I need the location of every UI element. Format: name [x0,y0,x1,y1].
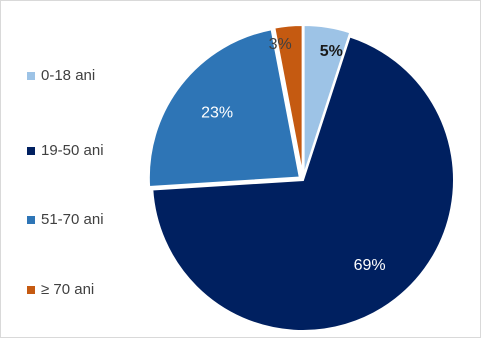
legend-label-70-plus: ≥ 70 ani [41,281,95,298]
legend-item-0-18: 0-18 ani [27,67,95,84]
data-label-19-50: 69% [354,257,386,274]
legend-item-51-70: 51-70 ani [27,211,104,228]
legend-swatch-19-50 [27,146,35,155]
legend-item-19-50: 19-50 ani [27,142,104,159]
pie-slice-51-70 [147,28,302,189]
data-label-0-18: 5% [320,43,343,60]
legend-swatch-51-70 [27,215,35,224]
pie-slice-19-50 [151,35,455,332]
legend-label-0-18: 0-18 ani [41,67,96,84]
pie-slice-70-plus [273,24,304,177]
data-label-70-plus: 3% [269,36,292,53]
pie-slice-0-18 [302,24,352,177]
legend-label-51-70: 51-70 ani [41,211,104,228]
legend-label-19-50: 19-50 ani [41,142,104,159]
legend-swatch-70-plus [27,285,35,294]
data-label-51-70: 23% [201,105,233,122]
legend-item-70-plus: ≥ 70 ani [27,281,94,298]
legend-swatch-0-18 [27,71,35,80]
